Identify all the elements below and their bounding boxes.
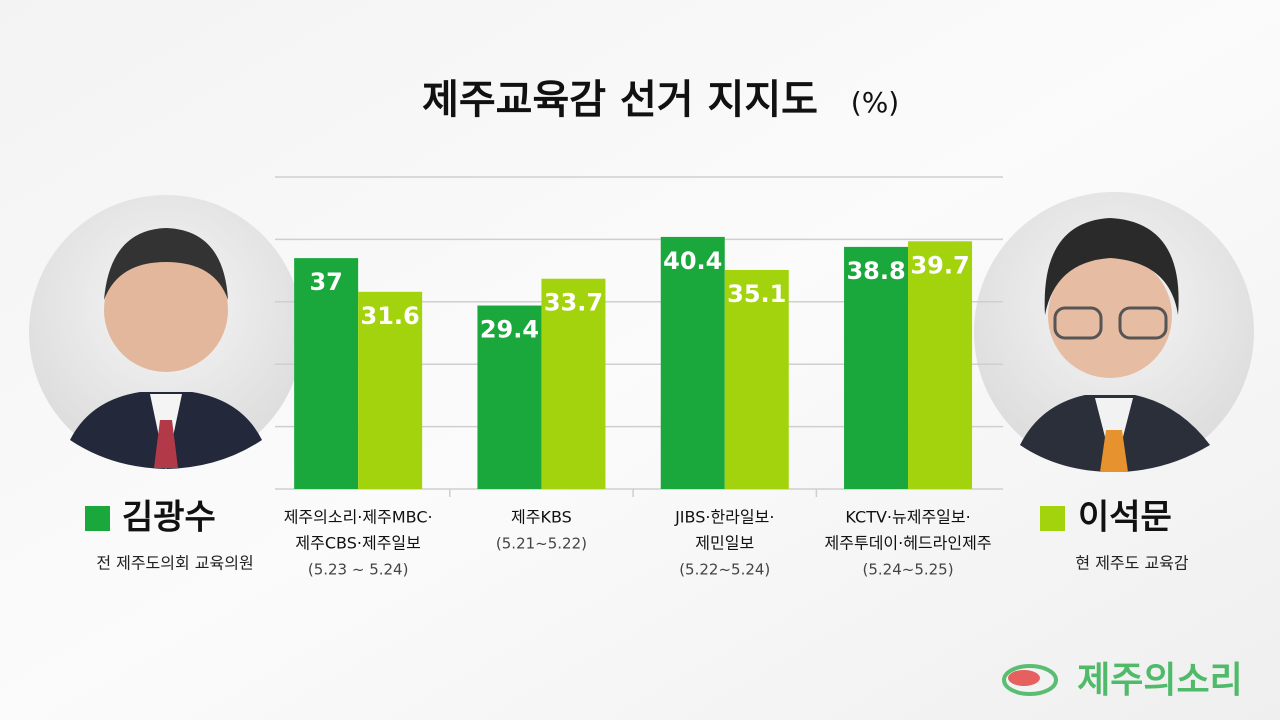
value-label: 31.6: [361, 302, 420, 330]
legend-swatch: [1040, 506, 1065, 531]
chart-title: 제주교육감 선거 지지도: [422, 77, 818, 123]
source-logo: 제주의소리: [1077, 660, 1243, 701]
period-label: (5.22~5.24): [679, 561, 770, 579]
bar: [477, 305, 542, 489]
value-label: 38.8: [846, 257, 905, 285]
legend-label: 김광수: [122, 498, 216, 538]
value-label: 35.1: [727, 280, 786, 308]
photo-right: [974, 192, 1254, 472]
bar: [358, 291, 423, 489]
bar: [541, 278, 606, 489]
legend-label: 이석문: [1078, 498, 1172, 538]
photo-left: [29, 195, 303, 470]
bar: [844, 246, 909, 489]
value-label: 39.7: [910, 251, 969, 279]
value-label: 33.7: [544, 289, 603, 317]
bar: [660, 236, 725, 489]
x-tick-label: 제주의소리·제주MBC·: [284, 508, 433, 527]
period-label: (5.21~5.22): [496, 535, 587, 553]
candidate-role: 현 제주도 교육감: [1075, 554, 1188, 573]
x-tick-label: 제주CBS·제주일보: [295, 534, 420, 553]
bar: [294, 258, 359, 489]
candidate-role: 전 제주도의회 교육의원: [96, 554, 253, 573]
legend-swatch: [85, 506, 110, 531]
value-label: 37: [309, 268, 342, 296]
x-tick-label: JIBS·한라일보·: [674, 508, 774, 527]
value-label: 40.4: [663, 247, 722, 275]
x-tick-label: 제주KBS: [511, 508, 572, 527]
logo-icon: [1002, 664, 1058, 696]
period-label: (5.23 ~ 5.24): [308, 561, 409, 579]
x-tick-label: 제주투데이·헤드라인제주: [825, 534, 992, 553]
unit: (%): [851, 86, 899, 119]
x-tick-label: KCTV·뉴제주일보·: [845, 508, 970, 527]
value-label: 29.4: [480, 316, 539, 344]
period-label: (5.24~5.25): [863, 561, 954, 579]
bar: [908, 241, 973, 489]
bar: [724, 269, 789, 489]
x-tick-label: 제민일보: [695, 534, 754, 553]
